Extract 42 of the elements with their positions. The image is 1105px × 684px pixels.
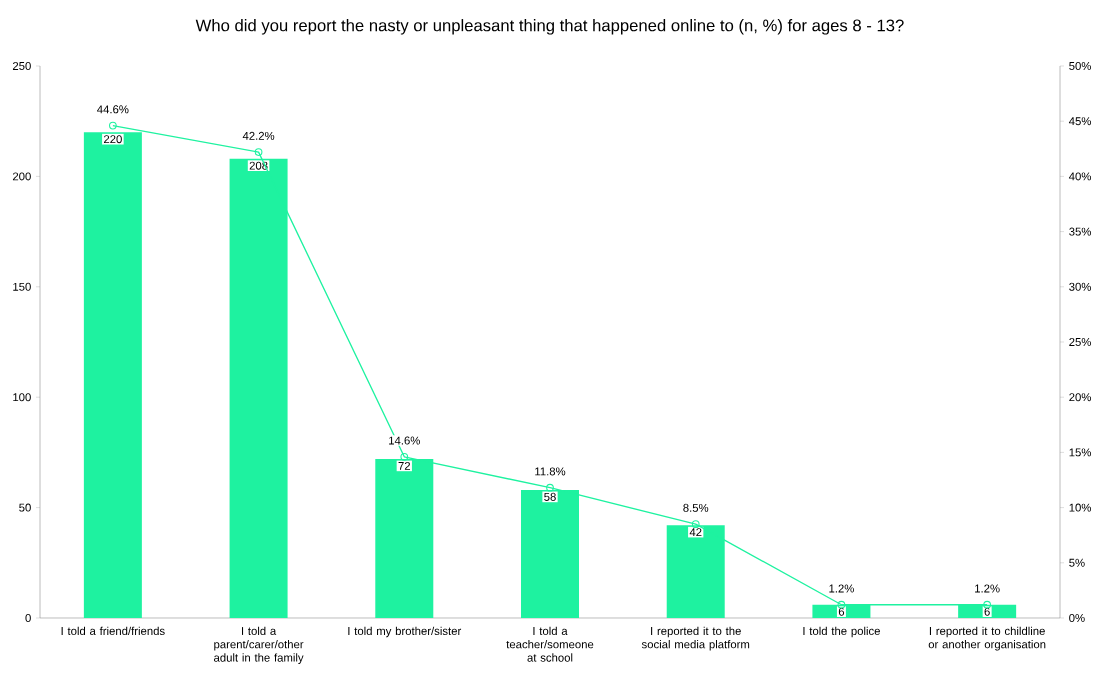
data-label: 1.2% (829, 584, 854, 593)
y2-tick-label: 5% (1069, 558, 1085, 567)
y2-tick-label: 15% (1069, 448, 1091, 457)
y-tick-label: 250 (12, 61, 31, 70)
y2-tick-label: 50% (1069, 61, 1091, 70)
chart-title: Who did you report the nasty or unpleasant thing that happened online to (n, %) for ages 8 - 13? (195, 19, 904, 35)
data-label: 44.6% (97, 105, 129, 114)
y2-tick-label: 35% (1069, 227, 1091, 236)
y2-tick-label: 45% (1068, 117, 1091, 126)
x-tick-label: I told a teacher/someone at school (506, 626, 594, 662)
point (254, 148, 263, 156)
point (546, 483, 554, 492)
data-label: 6 (984, 607, 990, 616)
data-label: 42 (689, 528, 702, 537)
data-label: 58 (544, 492, 556, 501)
y2-tick-label: 40% (1068, 172, 1091, 181)
y-tick-label: 200 (12, 172, 31, 181)
data-label: 42.2% (242, 131, 275, 140)
x-tick-label: I reported it to the social media platform (641, 626, 750, 651)
data-label: 14.6% (389, 436, 420, 445)
y2-tick-label: 30% (1069, 282, 1091, 291)
y2-tick-label: 0% (1069, 613, 1085, 622)
y-tick-label: 150 (13, 282, 31, 291)
x-tick-label: I told my brother/sister (348, 626, 462, 638)
x-tick-label: I told a friend/friends (61, 626, 165, 636)
y2-tick-label: 20% (1069, 393, 1091, 402)
point (400, 452, 409, 461)
point (108, 121, 117, 130)
data-label: 6 (838, 607, 845, 616)
data-label: 1.2% (975, 584, 1000, 593)
y-tick-label: 50 (19, 503, 31, 512)
data-label: 11.8% (535, 467, 566, 476)
data-label: 72 (398, 461, 411, 470)
x-tick-label: I reported it to childline or another organisation (928, 626, 1046, 651)
y-tick-label: 100 (13, 393, 31, 402)
y2-tick-label: 25% (1069, 337, 1091, 346)
x-tick-label: I told a parent/carer/other adult in the family (214, 626, 304, 664)
data-label: 8.5% (683, 503, 709, 512)
y-tick-label: 0 (25, 613, 31, 622)
x-tick-label: I told the police (803, 626, 880, 638)
y2-tick-label: 10% (1069, 503, 1091, 512)
data-label: 220 (103, 135, 122, 144)
